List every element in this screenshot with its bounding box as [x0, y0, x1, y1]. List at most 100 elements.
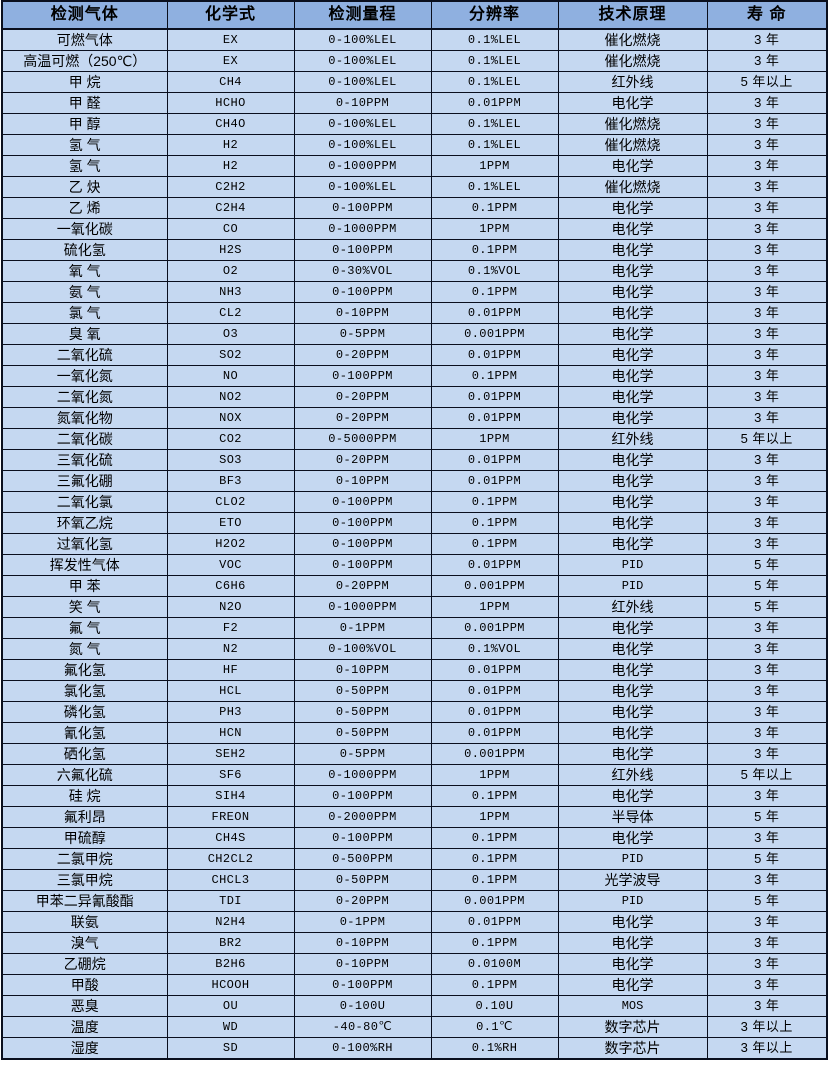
cell-range: 0-5000PPM — [293, 428, 432, 450]
cell-principle: 电化学 — [557, 344, 708, 366]
cell-life: 3 年 — [706, 323, 828, 345]
cell-life: 3 年 — [706, 680, 828, 702]
table-row: 一氧化氮 NO 0-100PPM 0.1PPM 电化学 3 年 — [1, 365, 828, 387]
cell-gas: 氢 气 — [1, 134, 168, 156]
cell-range: 0-100%LEL — [293, 71, 432, 93]
cell-life: 3 年 — [706, 869, 828, 891]
cell-range: 0-100%LEL — [293, 50, 432, 72]
cell-formula: SD — [166, 1037, 295, 1060]
cell-range: 0-20PPM — [293, 575, 432, 597]
cell-resolution: 0.1%LEL — [430, 113, 559, 135]
cell-life: 5 年 — [706, 575, 828, 597]
cell-range: 0-1000PPM — [293, 764, 432, 786]
cell-formula: HF — [166, 659, 295, 681]
cell-life: 3 年 — [706, 218, 828, 240]
cell-life: 3 年 — [706, 722, 828, 744]
cell-life: 3 年 — [706, 365, 828, 387]
cell-gas: 溴气 — [1, 932, 168, 954]
cell-resolution: 1PPM — [430, 428, 559, 450]
cell-formula: NOX — [166, 407, 295, 429]
cell-principle: 电化学 — [557, 617, 708, 639]
cell-formula: NH3 — [166, 281, 295, 303]
cell-life: 3 年 — [706, 302, 828, 324]
cell-formula: SIH4 — [166, 785, 295, 807]
cell-principle: 电化学 — [557, 491, 708, 513]
cell-resolution: 0.1%RH — [430, 1037, 559, 1060]
cell-gas: 臭 氧 — [1, 323, 168, 345]
cell-range: 0-100%RH — [293, 1037, 432, 1060]
cell-principle: 电化学 — [557, 449, 708, 471]
cell-principle: 半导体 — [557, 806, 708, 828]
cell-range: 0-20PPM — [293, 449, 432, 471]
cell-resolution: 1PPM — [430, 155, 559, 177]
cell-gas: 二氧化碳 — [1, 428, 168, 450]
cell-range: 0-5PPM — [293, 323, 432, 345]
cell-resolution: 1PPM — [430, 596, 559, 618]
cell-life: 5 年 — [706, 596, 828, 618]
table-row: 二氧化氯 CLO2 0-100PPM 0.1PPM 电化学 3 年 — [1, 491, 828, 513]
table-row: 氮氧化物 NOX 0-20PPM 0.01PPM 电化学 3 年 — [1, 407, 828, 429]
table-row: 温度 WD -40-80℃ 0.1℃ 数字芯片 3 年以上 — [1, 1016, 828, 1038]
cell-principle: 数字芯片 — [557, 1037, 708, 1060]
cell-gas: 氨 气 — [1, 281, 168, 303]
cell-principle: PID — [557, 575, 708, 597]
table-row: 二氯甲烷 CH2CL2 0-500PPM 0.1PPM PID 5 年 — [1, 848, 828, 870]
cell-formula: VOC — [166, 554, 295, 576]
cell-range: 0-50PPM — [293, 722, 432, 744]
cell-gas: 湿度 — [1, 1037, 168, 1060]
cell-formula: BR2 — [166, 932, 295, 954]
cell-principle: 催化燃烧 — [557, 113, 708, 135]
cell-principle: 红外线 — [557, 764, 708, 786]
cell-principle: 电化学 — [557, 281, 708, 303]
cell-principle: 电化学 — [557, 638, 708, 660]
cell-formula: HCOOH — [166, 974, 295, 996]
cell-life: 3 年 — [706, 281, 828, 303]
cell-range: 0-500PPM — [293, 848, 432, 870]
cell-life: 3 年 — [706, 785, 828, 807]
cell-gas: 六氟化硫 — [1, 764, 168, 786]
cell-life: 3 年 — [706, 701, 828, 723]
cell-life: 3 年 — [706, 50, 828, 72]
column-header-formula: 化学式 — [166, 0, 295, 30]
cell-range: 0-20PPM — [293, 344, 432, 366]
cell-gas: 硒化氢 — [1, 743, 168, 765]
cell-life: 3 年 — [706, 155, 828, 177]
cell-formula: H2O2 — [166, 533, 295, 555]
cell-gas: 氢 气 — [1, 155, 168, 177]
table-row: 三氯甲烷 CHCL3 0-50PPM 0.1PPM 光学波导 3 年 — [1, 869, 828, 891]
cell-resolution: 0.1PPM — [430, 239, 559, 261]
cell-range: 0-2000PPM — [293, 806, 432, 828]
cell-resolution: 0.1%VOL — [430, 638, 559, 660]
cell-resolution: 0.1PPM — [430, 869, 559, 891]
cell-range: 0-100PPM — [293, 554, 432, 576]
table-body: 可燃气体 EX 0-100%LEL 0.1%LEL 催化燃烧 3 年高温可燃（250℃） E… — [1, 28, 828, 1060]
cell-range: 0-10PPM — [293, 302, 432, 324]
cell-gas: 甲酸 — [1, 974, 168, 996]
cell-principle: 电化学 — [557, 323, 708, 345]
cell-principle: 红外线 — [557, 428, 708, 450]
cell-resolution: 0.001PPM — [430, 890, 559, 912]
cell-formula: HCN — [166, 722, 295, 744]
cell-formula: SO2 — [166, 344, 295, 366]
cell-life: 3 年 — [706, 92, 828, 114]
cell-formula: BF3 — [166, 470, 295, 492]
table-row: 磷化氢 PH3 0-50PPM 0.01PPM 电化学 3 年 — [1, 701, 828, 723]
cell-life: 3 年 — [706, 974, 828, 996]
cell-range: 0-10PPM — [293, 953, 432, 975]
cell-gas: 环氧乙烷 — [1, 512, 168, 534]
cell-life: 3 年 — [706, 638, 828, 660]
cell-principle: 电化学 — [557, 932, 708, 954]
table-row: 氮 气 N2 0-100%VOL 0.1%VOL 电化学 3 年 — [1, 638, 828, 660]
cell-gas: 二氧化氯 — [1, 491, 168, 513]
cell-formula: O3 — [166, 323, 295, 345]
column-header-principle: 技术原理 — [557, 0, 708, 30]
cell-principle: 电化学 — [557, 155, 708, 177]
table-row: 二氧化碳 CO2 0-5000PPM 1PPM 红外线 5 年以上 — [1, 428, 828, 450]
cell-formula: B2H6 — [166, 953, 295, 975]
cell-gas: 一氧化碳 — [1, 218, 168, 240]
cell-principle: PID — [557, 848, 708, 870]
cell-principle: 电化学 — [557, 302, 708, 324]
cell-life: 3 年 — [706, 491, 828, 513]
table-row: 一氧化碳 CO 0-1000PPM 1PPM 电化学 3 年 — [1, 218, 828, 240]
cell-principle: 电化学 — [557, 953, 708, 975]
